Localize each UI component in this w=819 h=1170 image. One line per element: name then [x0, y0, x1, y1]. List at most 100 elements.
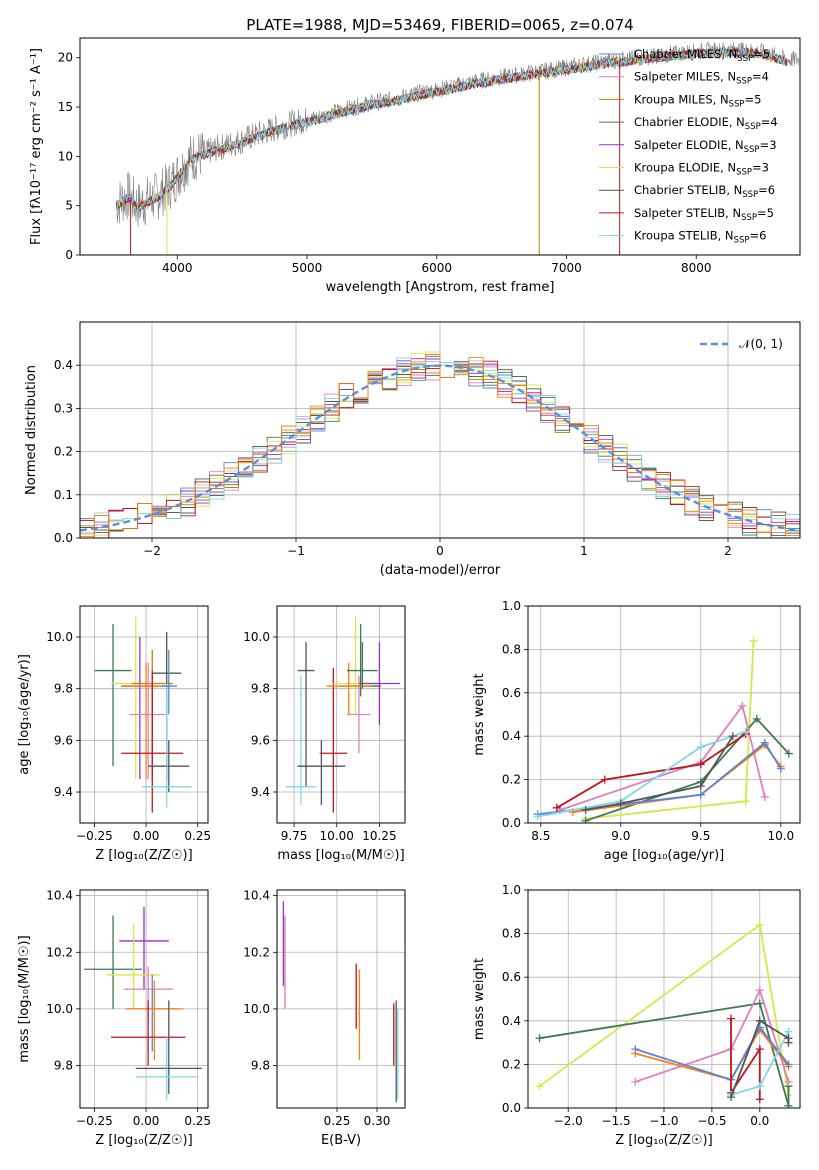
y-tick-label: 10.2: [46, 945, 73, 959]
x-tick-label: 2: [724, 544, 732, 558]
age_vs_mass-frame: [276, 605, 406, 824]
weight-marker: [533, 812, 542, 821]
x-tick-label: 9.0: [611, 829, 630, 843]
y-tick-label: 0.4: [502, 729, 521, 743]
weight-marker: [738, 701, 747, 710]
x-tick-label: −0.25: [76, 1114, 113, 1128]
weight-line: [585, 735, 734, 811]
legend-entry: Kroupa ELODIE, NSSP=3: [634, 161, 769, 178]
mass_weight_vs_age-frame: [527, 605, 801, 824]
weight-marker: [581, 805, 590, 814]
spectrum-axes: 4000 5000 6000 7000 8000 0 5 10 15 20 wavelength […: [29, 48, 711, 295]
legend-entry: Salpeter STELIB, NSSP=5: [634, 206, 774, 223]
y-tick-label: 0.2: [502, 1057, 521, 1071]
y-tick-label: 9.8: [54, 1059, 73, 1073]
weight-marker: [741, 727, 750, 736]
weight-marker: [631, 1077, 640, 1086]
spectrum-title: PLATE=1988, MJD=53469, FIBERID=0065, z=0…: [246, 16, 633, 34]
y-tick-label: 0.6: [502, 686, 521, 700]
y-tick-label: 1.0: [502, 599, 521, 613]
normal-curve: [80, 364, 800, 532]
mass_weight_vs_age-xlabel: age [log₁₀(age/yr)]: [604, 848, 725, 863]
residuals-axes: −2 −1 0 1 2 0.0 0.1 0.2 0.3 0.4 (data-model)/error…: [24, 322, 800, 578]
x-tick-label: −1.5: [602, 1114, 631, 1128]
mass_vs_Z-xlabel: Z [log₁₀(Z/Z☉)]: [95, 1133, 192, 1148]
residuals-xlabel: (data-model)/error: [380, 563, 501, 578]
legend-entry: Chabrier ELODIE, NSSP=4: [634, 115, 778, 132]
age_vs_Z-ylabel: age [log₁₀(age/yr)]: [17, 654, 32, 775]
mass_vs_Z-points: [84, 906, 202, 1100]
weight-marker: [741, 797, 750, 806]
y-tick-label: 0.0: [502, 816, 521, 830]
weight-marker: [784, 1077, 793, 1086]
mass_weight_vs_age-axes: 8.5 9.0 9.5 10.0 0.0 0.2 0.4 0.6 0.8 1.0 age [log₁…: [472, 599, 800, 863]
mass_vs_ebv-frame: [276, 889, 406, 1109]
weight-marker: [760, 792, 769, 801]
residual-histograms: [80, 351, 800, 538]
weight-marker: [755, 999, 764, 1008]
weight-marker: [696, 790, 705, 799]
weight-marker: [784, 1060, 793, 1069]
weight-marker: [755, 1082, 764, 1091]
x-tick-label: −2: [143, 544, 161, 558]
weight-line: [539, 1002, 790, 1107]
y-tick-label: 10.0: [46, 630, 73, 644]
x-tick-label: −1: [287, 544, 305, 558]
y-tick-label: 0.0: [502, 1101, 521, 1115]
weight-marker: [696, 760, 705, 769]
weight-marker: [696, 782, 705, 791]
legend-entry: Kroupa MILES, NSSP=5: [634, 92, 761, 109]
weight-marker: [760, 738, 769, 747]
legend-entry: Salpeter ELODIE, NSSP=3: [634, 138, 777, 155]
y-tick-label: 20: [58, 51, 73, 65]
x-tick-label: 0.25: [324, 1114, 351, 1128]
mass_weight_vs_age-ylabel: mass weight: [472, 673, 487, 755]
residuals-frame: [79, 321, 801, 539]
x-tick-label: 0.00: [133, 1114, 160, 1128]
y-tick-label: 0.4: [502, 1014, 521, 1028]
x-tick-label: 0.00: [133, 829, 160, 843]
x-tick-label: 0.25: [184, 829, 211, 843]
y-tick-label: 0.4: [54, 358, 73, 372]
mass_vs_ebv-axes: 0.25 0.30 9.8 10.0 10.2 10.4 E(B-V): [243, 889, 405, 1148]
x-tick-label: −2.0: [554, 1114, 583, 1128]
x-tick-label: 8.5: [531, 829, 550, 843]
weight-marker: [581, 816, 590, 823]
weight-marker: [755, 1095, 764, 1104]
y-tick-label: 9.4: [54, 785, 73, 799]
y-tick-label: 9.8: [54, 682, 73, 696]
y-tick-label: 0.1: [54, 488, 73, 502]
x-tick-label: 10.25: [362, 829, 396, 843]
weight-marker: [784, 1101, 793, 1108]
y-tick-label: 10.2: [243, 945, 270, 959]
legend-entry: Chabrier STELIB, NSSP=6: [634, 183, 775, 200]
y-tick-label: 9.6: [54, 733, 73, 747]
weight-marker: [755, 1045, 764, 1054]
weight-marker: [727, 1093, 736, 1102]
y-tick-label: 9.8: [251, 1059, 270, 1073]
x-tick-label: 0.30: [364, 1114, 391, 1128]
weight-marker: [600, 775, 609, 784]
x-tick-label: 4000: [162, 261, 193, 275]
legend-entry: Kroupa STELIB, NSSP=6: [634, 229, 766, 246]
spectrum-frame: [79, 37, 801, 256]
weight-marker: [752, 714, 761, 723]
y-tick-label: 9.6: [251, 733, 270, 747]
x-tick-label: 0: [436, 544, 444, 558]
mass_vs_ebv-points: [282, 901, 399, 1103]
weight-line: [537, 731, 746, 818]
y-tick-label: 0.0: [54, 531, 73, 545]
x-tick-label: 9.5: [691, 829, 710, 843]
x-tick-label: 1: [580, 544, 588, 558]
weight-line: [635, 1025, 790, 1081]
y-tick-label: 0: [65, 248, 73, 262]
y-tick-label: 10.0: [243, 1002, 270, 1016]
x-tick-label: 7000: [551, 261, 582, 275]
x-tick-label: −1.0: [649, 1114, 678, 1128]
weight-line: [635, 987, 790, 1083]
weight-marker: [535, 1034, 544, 1043]
y-tick-label: 15: [58, 100, 73, 114]
weight-marker: [616, 799, 625, 808]
x-tick-label: 10.00: [320, 829, 354, 843]
